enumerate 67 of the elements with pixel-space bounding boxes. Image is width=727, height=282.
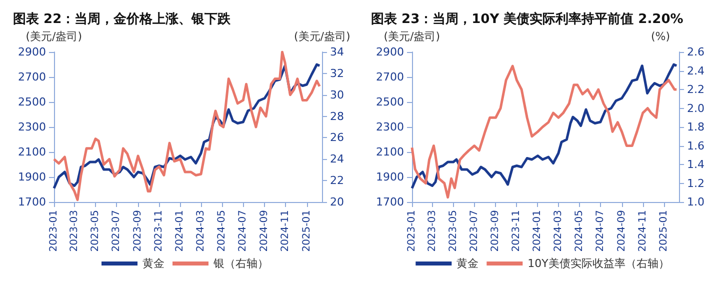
y-tick-label: 2500 — [18, 96, 46, 108]
y-tick-label: 2500 — [376, 96, 404, 108]
x-tick-label: 2024-09 — [616, 210, 628, 252]
y2-tick-label: 34 — [330, 46, 344, 58]
x-tick-label: 2023-05 — [90, 210, 101, 252]
y-tick-label: 2900 — [18, 46, 46, 58]
x-tick-label: 2024-03 — [195, 210, 206, 252]
x-tick-label: 2023-01 — [406, 210, 418, 252]
y2-tick-label: 28 — [330, 110, 344, 123]
x-tick-label: 2023-11 — [154, 210, 165, 252]
y2-tick-label: 1.0 — [687, 196, 704, 208]
y-tick-label: 2700 — [18, 70, 46, 84]
x-tick-label: 2023-03 — [426, 210, 438, 252]
x-tick-label: 2024-11 — [637, 210, 648, 252]
y2-axis-title: (美元/盎司) — [294, 30, 350, 43]
x-tick-label: 2024-07 — [594, 210, 606, 252]
x-tick-label: 2024-03 — [552, 210, 564, 252]
x-tick-label: 2024-01 — [532, 210, 544, 252]
x-tick-label: 2024-01 — [174, 210, 186, 252]
x-tick-label: 2024-07 — [238, 210, 249, 252]
y2-tick-label: 24 — [330, 152, 344, 166]
x-tick-label: 2023-11 — [511, 210, 522, 252]
y2-tick-label: 2.2 — [687, 83, 704, 96]
y2-tick-label: 1.2 — [687, 176, 704, 190]
y-tick-label: 1700 — [18, 196, 46, 208]
y2-tick-label: 2.0 — [687, 102, 704, 115]
x-tick-label: 2023-01 — [48, 210, 60, 252]
legend-label: 黄金 — [142, 257, 164, 270]
y2-axis-title: (%) — [651, 30, 670, 43]
y2-tick-label: 2.4 — [687, 64, 704, 78]
y-tick-label: 2300 — [376, 120, 404, 134]
legend-label: 黄金 — [456, 257, 479, 270]
legend-label: 10Y美债实际收益率（右轴） — [528, 257, 670, 270]
x-tick-label: 2025-01 — [658, 210, 670, 252]
x-tick-label: 2024-09 — [259, 210, 270, 252]
y2-tick-label: 1.6 — [687, 139, 704, 152]
x-tick-label: 2025-01 — [301, 210, 312, 252]
y-tick-label: 1900 — [376, 170, 404, 184]
y2-tick-label: 1.4 — [687, 158, 704, 171]
y2-tick-label: 26 — [330, 131, 344, 144]
y-tick-label: 2100 — [376, 146, 404, 158]
y2-tick-label: 22 — [330, 174, 344, 188]
y-tick-label: 2700 — [376, 70, 404, 84]
legend-label: 银（右轴） — [212, 257, 268, 270]
x-tick-label: 2023-05 — [448, 210, 459, 252]
y2-tick-label: 2.6 — [687, 46, 704, 58]
x-tick-label: 2024-11 — [280, 210, 292, 252]
chart-title: 图表 23：当周，10Y 美债实际利率持平前值 2.20% — [371, 11, 684, 27]
y2-tick-label: 32 — [330, 66, 344, 80]
y-tick-label: 1700 — [376, 196, 404, 208]
x-tick-label: 2024-05 — [574, 210, 585, 252]
y-tick-label: 2100 — [18, 146, 46, 158]
y-axis-title: (美元/盎司) — [384, 30, 440, 43]
x-tick-label: 2023-09 — [132, 210, 144, 252]
y2-tick-label: 20 — [330, 196, 344, 208]
x-tick-label: 2023-09 — [490, 210, 502, 252]
y2-tick-label: 1.8 — [687, 120, 704, 134]
x-tick-label: 2023-03 — [68, 210, 80, 252]
x-tick-label: 2023-07 — [468, 210, 480, 252]
y2-tick-label: 30 — [330, 88, 344, 102]
chart-title: 图表 22：当周，金价格上涨、银下跌 — [13, 12, 232, 27]
x-tick-label: 2024-05 — [216, 210, 228, 252]
y-tick-label: 2300 — [18, 120, 46, 134]
y-axis-title: (美元/盎司) — [26, 30, 82, 43]
x-tick-label: 2023-07 — [111, 210, 122, 252]
y-tick-label: 1900 — [18, 170, 46, 184]
y-tick-label: 2900 — [376, 46, 404, 58]
